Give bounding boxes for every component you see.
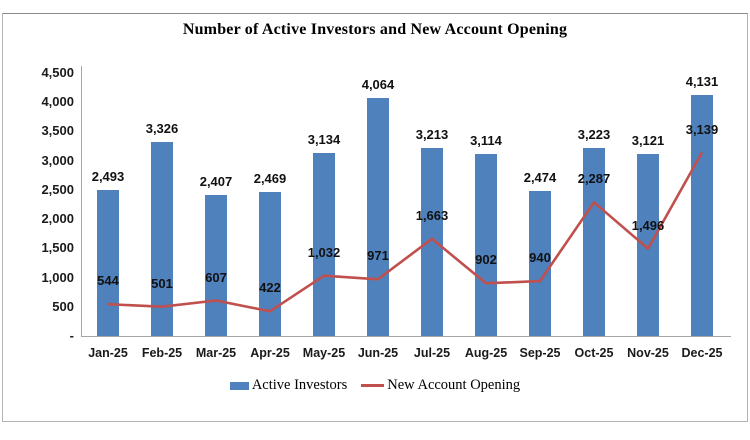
y-tick-label: 1,500 bbox=[41, 240, 74, 256]
x-tick-label: May-25 bbox=[302, 346, 346, 360]
x-tick-label: Feb-25 bbox=[141, 346, 183, 360]
line-value-label: 1,032 bbox=[307, 244, 341, 260]
x-tick-label: Mar-25 bbox=[195, 346, 237, 360]
x-tick-label: Nov-25 bbox=[627, 346, 669, 360]
bar-value-label: 3,213 bbox=[415, 127, 449, 143]
line-value-label: 422 bbox=[259, 280, 281, 296]
y-tick-label: 3,500 bbox=[41, 123, 74, 139]
x-tick-label: Apr-25 bbox=[250, 346, 290, 360]
line-series-swatch-icon bbox=[361, 384, 385, 387]
bar bbox=[97, 190, 119, 336]
chart-legend: Active Investors New Account Opening bbox=[0, 377, 750, 394]
bar bbox=[151, 141, 173, 336]
line-value-label: 544 bbox=[97, 273, 119, 289]
bar-value-label: 3,114 bbox=[470, 133, 502, 148]
bar-value-label: 2,469 bbox=[253, 170, 287, 186]
bar-value-label: 2,407 bbox=[199, 174, 233, 190]
line-value-label: 940 bbox=[529, 250, 551, 266]
bar-value-label: 2,474 bbox=[523, 170, 557, 186]
line-value-label: 607 bbox=[205, 269, 227, 285]
bar-value-label: 2,493 bbox=[91, 169, 125, 185]
chart-title: Number of Active Investors and New Accou… bbox=[182, 21, 568, 38]
x-tick-label: Sep-25 bbox=[519, 346, 561, 360]
bar-value-label: 3,121 bbox=[631, 132, 665, 148]
x-axis-line bbox=[81, 336, 731, 337]
line-value-label: 1,663 bbox=[415, 207, 449, 223]
bar-value-label: 3,326 bbox=[145, 120, 179, 136]
y-tick-label: 3,000 bbox=[41, 152, 74, 168]
bar bbox=[637, 153, 659, 336]
y-tick-label: 2,500 bbox=[41, 181, 74, 197]
y-tick-label: 4,500 bbox=[41, 65, 74, 80]
legend-label-new-account-opening: New Account Opening bbox=[387, 377, 521, 393]
line-value-label: 3,139 bbox=[685, 121, 719, 137]
line-value-label: 501 bbox=[151, 275, 173, 291]
legend-item-new-account-opening: New Account Opening bbox=[361, 377, 520, 394]
legend-item-active-investors: Active Investors bbox=[229, 377, 348, 394]
bar bbox=[205, 195, 227, 336]
y-tick-label: 1,000 bbox=[41, 269, 74, 285]
y-tick-label: 2,000 bbox=[41, 211, 74, 227]
x-tick-label: Aug-25 bbox=[464, 346, 508, 360]
line-value-label: 971 bbox=[367, 248, 389, 264]
x-tick-label: Oct-25 bbox=[574, 346, 614, 360]
line-value-label: 1,496 bbox=[631, 217, 665, 233]
line-value-label: 2,287 bbox=[577, 171, 611, 187]
bar-value-label: 4,064 bbox=[361, 77, 395, 93]
bar bbox=[421, 148, 443, 336]
bar-value-label: 3,223 bbox=[577, 126, 611, 142]
x-tick-label: Jan-25 bbox=[88, 346, 128, 360]
bar-value-label: 4,131 bbox=[685, 73, 719, 89]
x-tick-label: Jul-25 bbox=[413, 346, 451, 360]
y-axis-line bbox=[81, 66, 82, 336]
bar bbox=[367, 98, 389, 336]
legend-label-active-investors: Active Investors bbox=[251, 377, 348, 393]
line-value-label: 902 bbox=[475, 252, 497, 268]
y-tick-label: 500 bbox=[52, 298, 74, 314]
bar bbox=[475, 154, 497, 336]
y-tick-label: 4,000 bbox=[41, 94, 74, 110]
x-tick-label: Dec-25 bbox=[681, 346, 723, 360]
y-tick-label: - bbox=[69, 328, 74, 343]
bar-series-swatch-icon bbox=[229, 381, 249, 390]
bar bbox=[259, 191, 281, 336]
bar-value-label: 3,134 bbox=[307, 131, 341, 147]
x-tick-label: Jun-25 bbox=[357, 346, 399, 360]
